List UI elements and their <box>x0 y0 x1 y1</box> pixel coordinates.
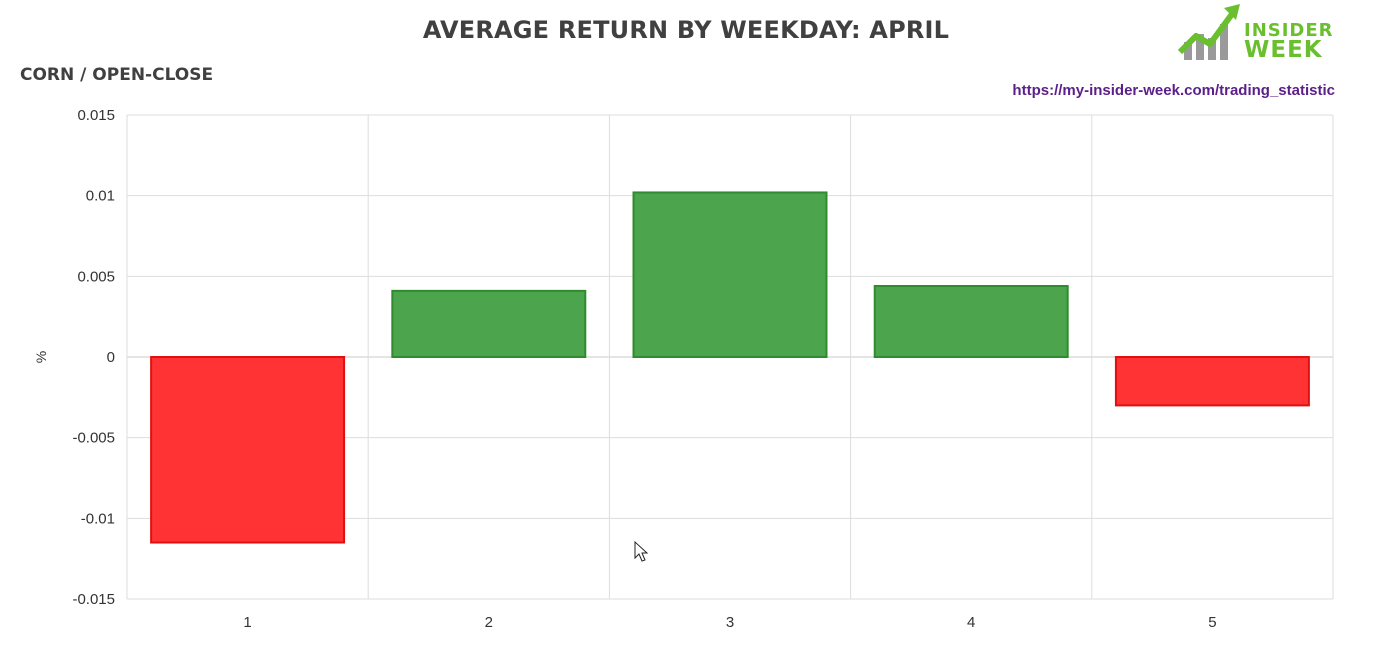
x-tick-label: 4 <box>967 614 975 631</box>
y-tick-label: -0.015 <box>72 591 115 608</box>
bar-weekday-3 <box>634 192 827 357</box>
x-tick-label: 2 <box>485 614 493 631</box>
y-tick-label: 0.005 <box>77 268 115 285</box>
x-tick-label: 3 <box>726 614 734 631</box>
y-tick-label: 0 <box>107 349 115 366</box>
y-tick-label: 0.015 <box>77 107 115 124</box>
mouse-cursor-icon <box>634 541 648 563</box>
x-tick-label: 1 <box>243 614 251 631</box>
y-tick-label: 0.01 <box>86 188 115 205</box>
y-axis-label: % <box>33 351 49 363</box>
bar-weekday-5 <box>1116 357 1309 405</box>
x-tick-label: 5 <box>1208 614 1216 631</box>
bar-weekday-4 <box>875 286 1068 357</box>
bar-weekday-1 <box>151 357 344 543</box>
y-tick-label: -0.005 <box>72 430 115 447</box>
bar-weekday-2 <box>392 291 585 357</box>
y-tick-label: -0.01 <box>81 510 115 527</box>
